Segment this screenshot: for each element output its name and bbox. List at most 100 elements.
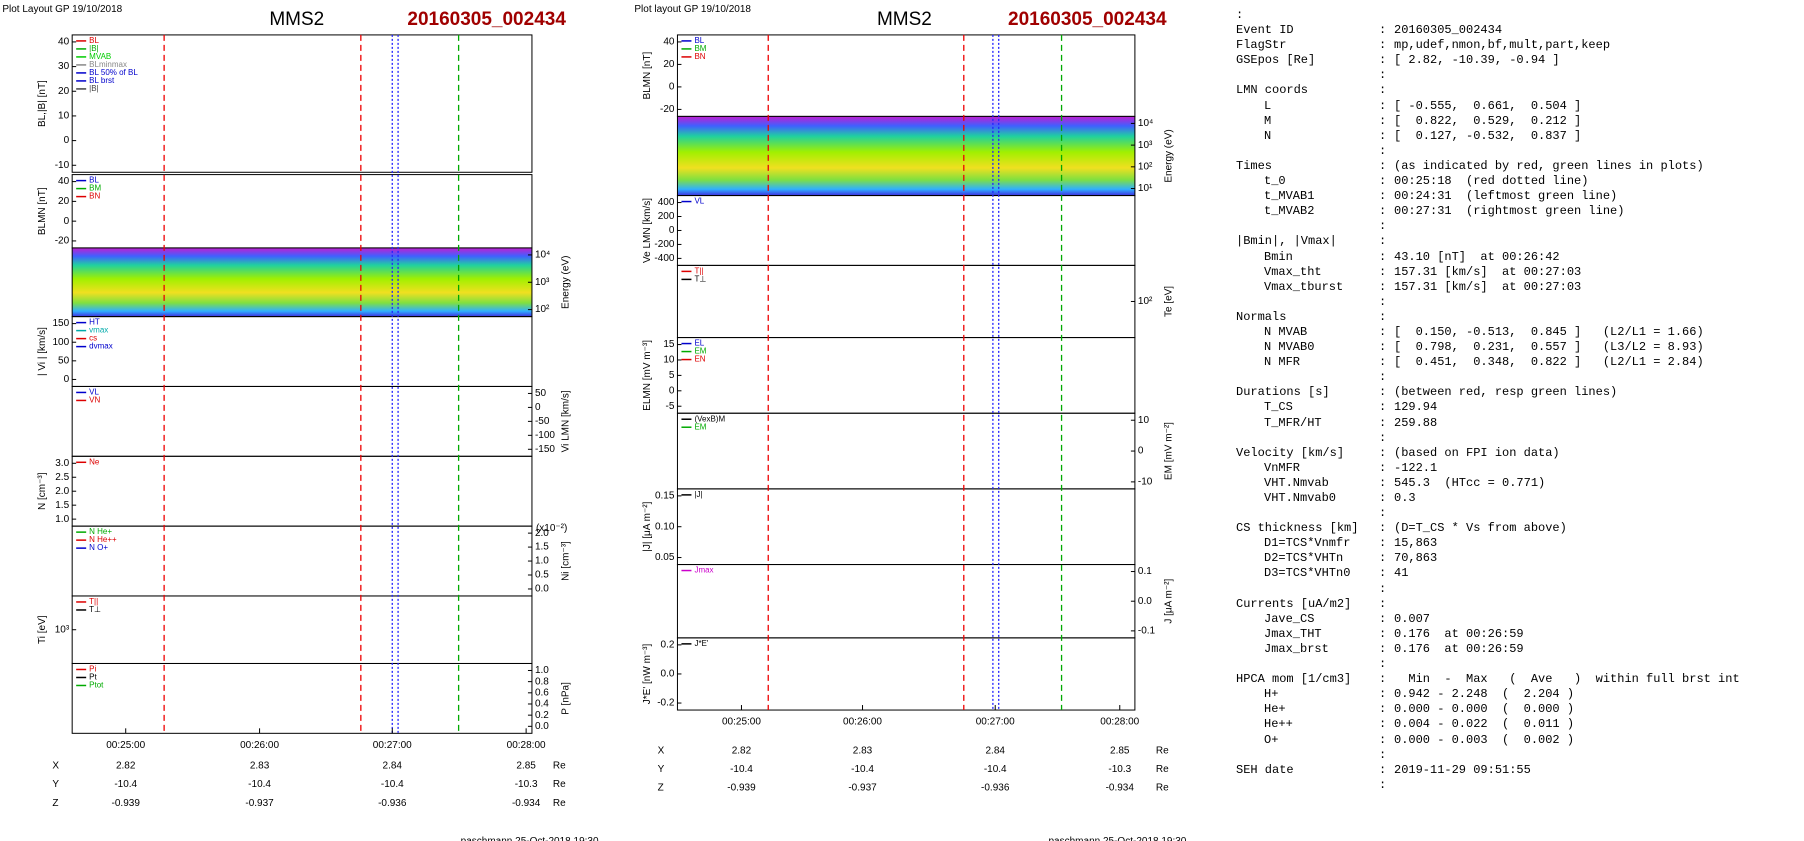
y-tick-label: 10	[663, 355, 675, 366]
separator: :	[1236, 8, 1244, 22]
ephemeris-unit: Re	[553, 761, 566, 772]
y-axis-label: P [nPa]	[561, 682, 572, 715]
panel-frame	[71, 34, 533, 173]
y-axis-label: BLMN [nT]	[642, 52, 653, 100]
summary-row: Event ID:20160305_002434	[1236, 23, 1802, 38]
y-tick-label: -100	[535, 430, 555, 441]
separator: :	[1379, 38, 1387, 53]
ephemeris-value: 2.82	[116, 761, 136, 772]
panel-frame	[71, 595, 533, 664]
legend-label: MVAB	[89, 52, 111, 61]
ephemeris-value: -10.4	[730, 764, 753, 775]
y-tick-label: 1.0	[55, 514, 69, 525]
ephemeris-name: Z	[52, 798, 58, 809]
panel-frame	[676, 264, 1136, 339]
y-tick-label: 10²	[1138, 296, 1153, 307]
spectrogram	[72, 247, 532, 317]
summary-label: N MVAB	[1264, 324, 1308, 339]
y-tick-label: 10³	[1138, 140, 1153, 151]
summary-value: 259.88	[1394, 415, 1438, 430]
separator: :	[1379, 415, 1387, 430]
y-axis-label: J [μA m⁻²]	[1164, 579, 1175, 624]
y-tick-label: 10	[1138, 415, 1150, 426]
y-axis-label: BLMN [nT]	[37, 187, 48, 235]
separator: :	[1379, 521, 1387, 536]
summary-label: N MVAB0	[1264, 340, 1315, 355]
plot-title: MMS2	[877, 9, 932, 30]
legend-label: Ptot	[89, 681, 104, 690]
y-axis-label: Te [eV]	[1164, 286, 1175, 317]
ephemeris-unit: Re	[1156, 745, 1169, 756]
panel-frame	[676, 564, 1136, 639]
separator: :	[1379, 98, 1387, 113]
separator: :	[1379, 143, 1387, 158]
summary-label: O+	[1264, 732, 1279, 747]
y-tick-label: -200	[654, 239, 674, 250]
summary-row: Vmax_tht:157.31 [km/s] at 00:27:03	[1236, 265, 1802, 280]
summary-value: [ 0.798, 0.231, 0.557 ] (L3/L2 = 8.93)	[1394, 340, 1704, 355]
summary-label: CS thickness [km]	[1236, 521, 1359, 536]
ephemeris-value: -0.939	[112, 798, 141, 809]
y-tick-label: 40	[58, 37, 70, 48]
summary-value: 0.004 - 0.022 ( 0.011 )	[1394, 717, 1575, 732]
y-tick-label: 20	[58, 86, 70, 97]
x-tick-label: 00:28:00	[507, 740, 546, 751]
summary-row: H+:0.942 - 2.248 ( 2.204 )	[1236, 687, 1802, 702]
summary-value: 545.3 (HTcc = 0.771)	[1394, 475, 1546, 490]
y-tick-label: 10³	[535, 277, 550, 288]
ephemeris-value: -0.937	[848, 783, 877, 794]
y-tick-label: 20	[663, 59, 675, 70]
summary-label: Durations [s]	[1236, 385, 1330, 400]
summary-label: He+	[1264, 702, 1286, 717]
y-tick-label: 200	[658, 211, 675, 222]
summary-value: 15,863	[1394, 536, 1438, 551]
y-axis-label: Energy (eV)	[1164, 129, 1175, 182]
y-tick-label: 1.5	[55, 500, 69, 511]
y-tick-label: 20	[58, 196, 70, 207]
ephemeris-unit: Re	[553, 779, 566, 790]
legend-label: VL	[694, 197, 704, 206]
header: Plot layout GP 19/10/2018	[634, 4, 751, 15]
ephemeris-value: -10.3	[1108, 764, 1131, 775]
y-tick-label: 1.5	[535, 542, 549, 553]
separator: :	[1379, 596, 1387, 611]
summary-label: T_CS	[1264, 400, 1293, 415]
y-tick-label: -0.2	[657, 698, 675, 709]
summary-row: Jave_CS:0.007	[1236, 612, 1802, 627]
legend-label: VN	[89, 396, 100, 405]
separator: :	[1379, 626, 1387, 641]
summary-label: t_MVAB1	[1264, 189, 1315, 204]
x-tick-label: 00:28:00	[1100, 717, 1139, 728]
footer: paschmann 25-Oct-2018 19:30	[461, 836, 599, 841]
y-tick-label: 0	[535, 402, 541, 413]
summary-row: LMN coords:	[1236, 83, 1802, 98]
panel-frame	[676, 488, 1136, 566]
y-tick-label: 150	[52, 318, 69, 329]
separator: :	[1379, 174, 1387, 189]
legend-label: EN	[694, 355, 705, 364]
summary-value: 41	[1394, 566, 1409, 581]
summary-row: N MVAB0: [ 0.798, 0.231, 0.557 ] (L3/L2 =…	[1236, 340, 1802, 355]
summary-value: 00:24:31 (leftmost green line)	[1394, 189, 1618, 204]
summary-label: Jmax_THT	[1264, 626, 1322, 641]
ephemeris-value: -10.4	[851, 764, 874, 775]
spectrogram	[677, 116, 1135, 196]
legend-label: BL	[89, 176, 99, 185]
legend-label: vmax	[89, 326, 108, 335]
legend-label: T⊥	[89, 605, 101, 614]
separator: :	[1379, 732, 1387, 747]
ephemeris-value: -0.936	[378, 798, 407, 809]
legend-label: |B|	[89, 44, 99, 53]
legend-label: BM	[89, 184, 101, 193]
separator: :	[1379, 566, 1387, 581]
separator: :	[1379, 324, 1387, 339]
ephemeris-value: -10.4	[984, 764, 1007, 775]
summary-row: D2=TCS*VHTn:70,863	[1236, 551, 1802, 566]
y-tick-label: 10⁴	[535, 250, 550, 261]
ephemeris-name: Y	[52, 779, 59, 790]
summary-value: (between red, resp green lines)	[1394, 385, 1618, 400]
summary-value: 0.3	[1394, 491, 1416, 505]
summary-value: 0.942 - 2.248 ( 2.204 )	[1394, 687, 1575, 702]
separator: :	[1379, 309, 1387, 324]
